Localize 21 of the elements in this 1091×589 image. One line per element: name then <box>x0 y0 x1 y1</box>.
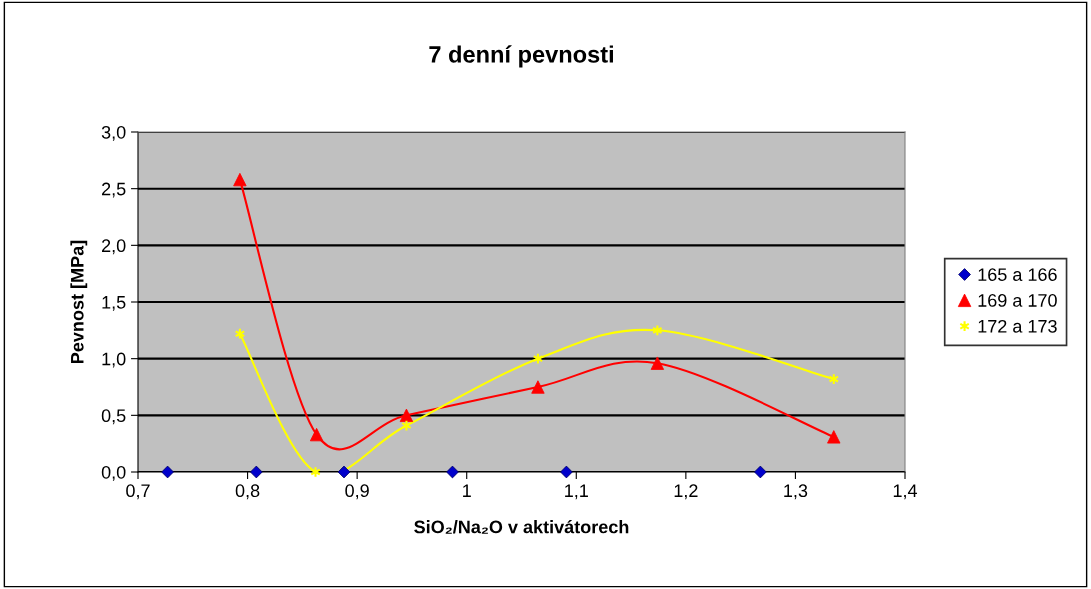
x-tick-label: 1,2 <box>674 484 698 500</box>
y-axis-title: Pevnost [MPa] <box>70 240 88 363</box>
chart-title: 7 denní pevnosti <box>429 45 613 68</box>
y-tick-label: 0,0 <box>101 465 126 481</box>
y-tick-label: 3,0 <box>101 125 126 141</box>
x-tick-label: 1 <box>463 484 471 497</box>
x-tick-label: 0,9 <box>345 484 369 500</box>
legend-label: 165 a 166 <box>978 268 1057 281</box>
y-tick-label: 1,5 <box>102 296 126 311</box>
x-axis-title: SiO₂/Na₂O v aktivátorech <box>414 519 629 534</box>
x-tick-label: 1,1 <box>565 484 588 500</box>
legend-label: 169 a 170 <box>978 294 1057 307</box>
x-tick-label: 0,7 <box>126 484 150 500</box>
x-tick-label: 1,3 <box>784 484 808 500</box>
y-tick-label: 1,0 <box>102 352 126 368</box>
y-tick-label: 2,5 <box>102 182 126 198</box>
y-tick-label: 0,5 <box>101 409 126 425</box>
y-tick-label: 2,0 <box>102 239 126 255</box>
x-tick-label: 0,8 <box>235 484 260 500</box>
legend-label: 172 a 173 <box>978 319 1057 333</box>
x-tick-label: 1,4 <box>893 484 918 500</box>
